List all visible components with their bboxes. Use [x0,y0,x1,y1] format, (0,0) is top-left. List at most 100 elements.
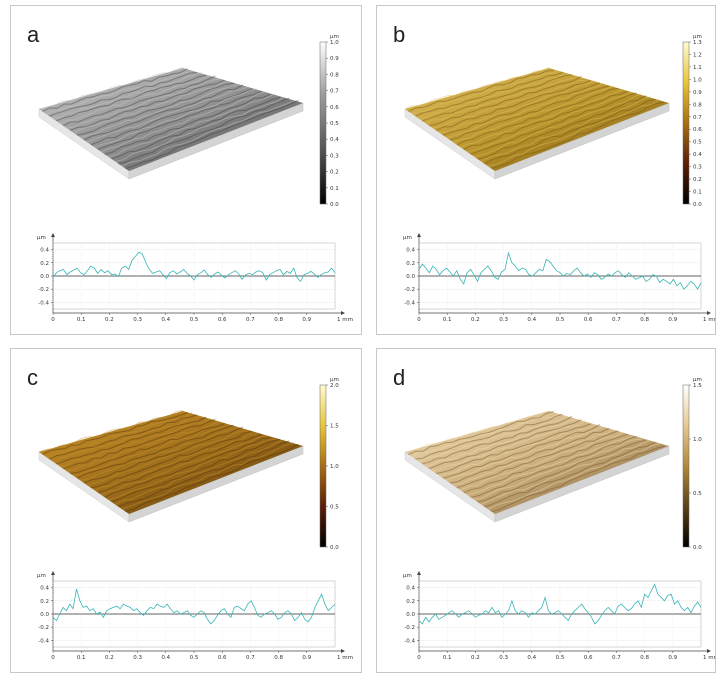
y-tick-label: -0.2 [404,625,415,631]
x-tick-label: 0.9 [302,655,311,661]
y-axis-label: µm [37,573,46,579]
x-tick-label: 0 [417,655,421,661]
colorbar-tick-label: 0.2 [693,177,702,183]
x-tick-label: 0.5 [556,655,565,661]
x-tick-label: 0.2 [471,317,480,323]
x-tick-label: 0.8 [274,317,283,323]
surface-3d [404,410,670,523]
panel-letter: d [393,365,406,390]
x-tick-label: 0.1 [77,655,86,661]
panel-graphics: µm1.00.90.80.70.60.50.40.30.20.10.00.40.… [37,34,353,323]
colorbar-tick-label: 0.9 [693,90,702,96]
x-tick-label: 0.6 [584,317,593,323]
x-tick-label: 0.4 [161,655,170,661]
colorbar-tick-label: 0.5 [330,121,339,127]
x-unit-label: 1 mm [337,317,353,323]
colorbar-tick-label: 0.5 [330,505,339,511]
colorbar-tick-label: 0.0 [693,545,702,551]
colorbar: µm2.0 1.5 1.0 0.5 0.0 [319,377,339,551]
x-tick-label: 0.8 [274,655,283,661]
x-tick-label: 0.6 [218,655,227,661]
panel-graphics: µm1.31.21.11.00.90.80.70.60.50.40.30.20.… [403,34,716,323]
colorbar-unit: µm [330,377,339,383]
y-tick-label: 0.4 [40,586,49,592]
x-tick-label: 0.1 [443,317,452,323]
y-tick-label: 0.0 [406,612,415,618]
y-tick-label: -0.4 [38,300,49,306]
x-tick-label: 0.2 [105,317,114,323]
colorbar-tick-label: 0.5 [693,491,702,497]
panel-letter: c [27,365,38,390]
x-tick-label: 0.6 [584,655,593,661]
colorbar-tick-label: 1.3 [693,40,702,46]
colorbar-tick-label: 0.2 [330,170,339,176]
profile-line [52,588,336,625]
x-tick-label: 0.7 [612,655,621,661]
profile-line [52,251,336,282]
colorbar-unit: µm [693,34,702,40]
colorbar-tick-label: 1.0 [693,77,702,83]
x-tick-label: 0.3 [133,655,142,661]
x-tick-label: 0.8 [640,655,649,661]
x-unit-label: 1 mm [703,655,716,661]
y-tick-label: -0.2 [404,287,415,293]
y-tick-label: 0.2 [406,599,415,605]
profile-plot: 0.4 0.2 0.0 -0.2 -0.4 µm 0 0.1 0.2 0.3 0.4 0.5 0.6 0.… [37,233,353,323]
colorbar-tick-label: 0.1 [693,190,702,196]
x-tick-label: 0.5 [556,317,565,323]
colorbar-tick-label: 1.2 [693,52,702,58]
x-tick-label: 0.9 [668,655,677,661]
colorbar-tick-label: 0.6 [693,127,702,133]
x-tick-label: 0.4 [527,317,536,323]
y-tick-label: 0.0 [40,612,49,618]
y-tick-label: 0.4 [406,586,415,592]
x-tick-label: 0.6 [218,317,227,323]
x-unit-label: 1 mm [337,655,353,661]
x-tick-label: 0.4 [161,317,170,323]
y-axis-label: µm [403,573,412,579]
y-axis-label: µm [403,235,412,241]
x-tick-label: 0.3 [133,317,142,323]
colorbar-tick-label: 0.9 [330,56,339,62]
panel-d: d µm 1.5 1.0 0.5 0.0 0.4 0.2 0.0 -0.2 -0.4 µm 0 0.1 0.… [376,348,716,673]
panel-a: a µm 1.0 0.9 0.8 0.7 0.6 0.5 0.4 0.3 0.2 0.1 0.0 0.4 0… [10,5,362,335]
panel-letter: a [27,22,40,47]
x-tick-label: 0.7 [612,317,621,323]
x-tick-label: 0.7 [246,317,255,323]
colorbar-tick-label: 1.1 [693,65,702,71]
x-tick-label: 0.3 [499,655,508,661]
x-tick-label: 0.2 [471,655,480,661]
x-tick-label: 0.1 [77,317,86,323]
colorbar-tick-label: 1.0 [330,464,339,470]
x-unit-label: 1 mm [703,317,716,323]
y-tick-label: 0.2 [406,261,415,267]
profile-plot: 0.4 0.2 0.0 -0.2 -0.4 µm 0 0.1 0.2 0.3 0.4 0.5 0.6 0.… [37,571,353,661]
x-tick-label: 0.3 [499,317,508,323]
x-tick-label: 0.5 [190,655,199,661]
colorbar-tick-label: 0.4 [693,152,702,158]
colorbar-tick-label: 0.1 [330,186,339,192]
colorbar-tick-label: 0.3 [693,165,702,171]
x-tick-label: 0.5 [190,317,199,323]
x-tick-label: 0 [51,655,55,661]
colorbar-tick-label: 0.7 [693,115,702,121]
x-tick-label: 0.8 [640,317,649,323]
x-tick-label: 0.2 [105,655,114,661]
colorbar: µm1.0 0.9 0.8 0.7 0.6 0.5 0.4 0.3 0.2 0.1 0.0 [319,34,339,208]
y-tick-label: 0.4 [406,248,415,254]
y-axis-label: µm [37,235,46,241]
colorbar-tick-label: 0.4 [330,137,339,143]
colorbar-tick-label: 2.0 [330,383,339,389]
colorbar-tick-label: 0.3 [330,153,339,159]
panel-letter: b [393,22,406,47]
colorbar-tick-label: 0.5 [693,140,702,146]
y-tick-label: 0.2 [40,599,49,605]
x-tick-label: 0.4 [527,655,536,661]
surface-3d [38,410,304,523]
panel-c: c µm 2.0 1.5 1.0 0.5 0.0 0.4 0.2 0.0 -0.2 -0.4 µm 0 0.… [10,348,362,673]
x-tick-label: 0 [51,317,55,323]
profile-plot: 0.4 0.2 0.0 -0.2 -0.4 µm 0 0.1 0.2 0.3 0.4 0.5 0.6 0.… [403,233,716,323]
x-tick-label: 0 [417,317,421,323]
